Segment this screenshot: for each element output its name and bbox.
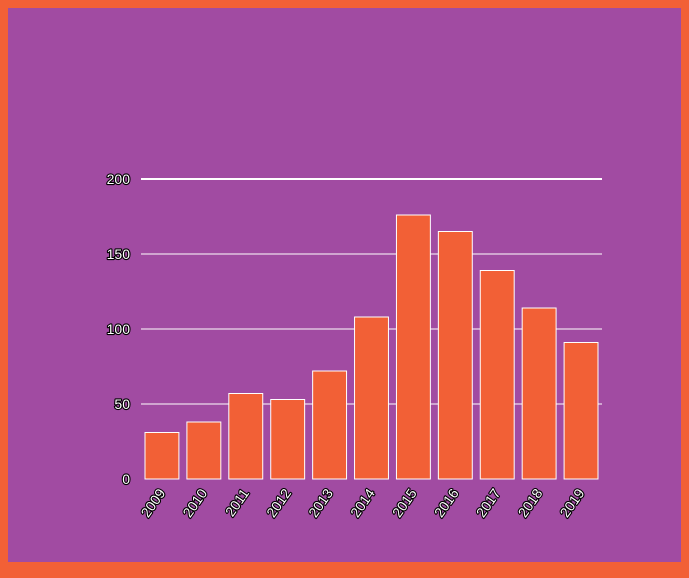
bar-2014 <box>354 316 389 480</box>
x-tick-label: 2010 <box>179 485 210 520</box>
x-tick-label: 2009 <box>137 485 168 520</box>
y-axis-ticks: 0 50 100 150 200 <box>106 170 132 488</box>
bar-2011 <box>228 393 264 480</box>
y-tick-label: 100 <box>107 321 131 337</box>
x-tick-label: 2015 <box>389 485 420 520</box>
bar-2018 <box>521 307 557 480</box>
y-tick-label: 50 <box>114 396 130 412</box>
x-tick-label: 2019 <box>557 485 588 520</box>
y-tick-label: 150 <box>107 246 131 262</box>
bar-2019 <box>563 342 599 480</box>
bar-2010 <box>186 421 222 480</box>
x-tick-label: 2013 <box>305 485 336 520</box>
bar-2013 <box>312 370 348 480</box>
bars <box>144 214 599 480</box>
bar-2016 <box>437 231 473 480</box>
y-tick-label: 0 <box>122 471 130 487</box>
y-tick-label: 200 <box>107 171 131 187</box>
bar-2017 <box>479 270 515 480</box>
bar-2012 <box>270 399 306 480</box>
x-tick-label: 2014 <box>347 485 378 520</box>
x-tick-label: 2016 <box>431 485 462 520</box>
x-tick-label: 2011 <box>222 485 252 519</box>
bar-2009 <box>144 432 180 480</box>
bar-chart: 0 50 100 150 200 2009 2010 2011 2012 2013 2014 201… <box>106 170 602 521</box>
x-tick-label: 2012 <box>263 485 294 520</box>
bar-2015 <box>395 214 431 480</box>
x-tick-label: 2017 <box>473 485 504 520</box>
x-axis-ticks: 2009 2010 2011 2012 2013 2014 2015 2016 2017 2018… <box>136 484 588 521</box>
x-tick-label: 2018 <box>515 485 546 520</box>
